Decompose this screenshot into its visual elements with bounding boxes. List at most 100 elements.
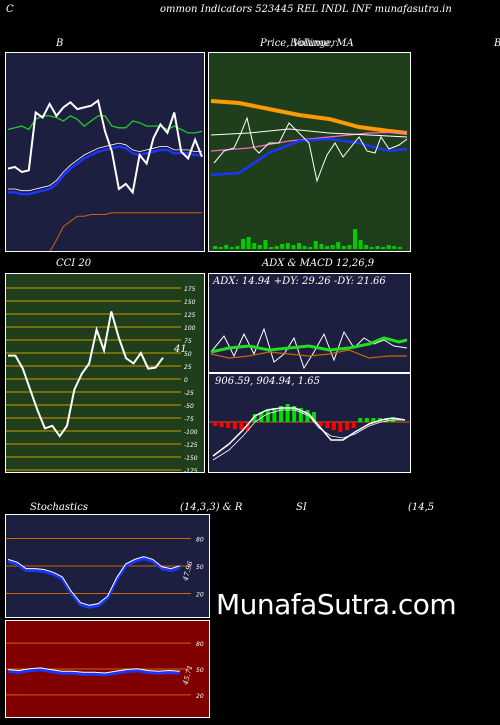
left-letter: C <box>6 4 14 15</box>
volume-bar <box>381 247 385 249</box>
rsi-panel: 80 50 20 45.71 <box>5 620 210 718</box>
macd-histogram-bar <box>239 422 244 430</box>
volume-bar <box>235 246 240 249</box>
watermark: MunafaSutra.com <box>216 588 457 621</box>
volume-bar <box>291 245 296 249</box>
macd-histogram-bar <box>285 404 290 422</box>
stoch-chart: 80 50 20 <box>6 536 204 609</box>
stoch-k-line <box>7 557 181 609</box>
cci-tick-label: 25 <box>184 364 192 371</box>
stoch-title: Stochastics <box>30 502 88 513</box>
cci-tick-label: -75 <box>184 416 194 423</box>
macd-signal-line <box>212 409 405 461</box>
volume-bar <box>280 244 285 249</box>
volume-bar <box>285 243 290 249</box>
macd-histogram-bar <box>384 418 389 422</box>
volume-bar <box>246 237 251 249</box>
volume-bar <box>252 243 257 249</box>
cci-tick-label: 50 <box>184 351 192 358</box>
volume-bar <box>341 246 346 249</box>
volume-bar <box>224 245 229 249</box>
macd-histogram-bar <box>338 422 343 432</box>
rsi-line <box>7 668 181 677</box>
macd-histogram-bar <box>312 412 316 422</box>
adx-panel: ADX: 14.94 +DY: 29.26 -DY: 21.66 <box>208 273 411 373</box>
ma-blue-line <box>210 137 408 177</box>
volume-bars <box>213 229 402 249</box>
volume-bar <box>375 246 380 249</box>
macd-histogram-bar <box>219 422 224 427</box>
macd-histogram-bar <box>246 422 250 431</box>
macd-histogram-bar <box>272 408 277 422</box>
macd-histogram-bar <box>226 422 231 428</box>
price-line <box>213 116 408 183</box>
bollinger-chart <box>7 98 203 251</box>
volume-bar <box>308 247 313 249</box>
rsi-chart: 80 50 20 <box>6 641 204 700</box>
cci-tick-label: -150 <box>184 455 198 462</box>
cci-line <box>8 311 164 438</box>
price-chart <box>210 99 408 249</box>
cci-tick-label: -100 <box>184 429 198 436</box>
volume-bar <box>229 247 234 249</box>
volume-bar <box>269 247 273 249</box>
adx-values: ADX: 14.94 +DY: 29.26 -DY: 21.66 <box>213 276 386 287</box>
cci-tick-label: 125 <box>184 312 196 319</box>
page-title: ommon Indicators 523445 REL INDL INF mun… <box>160 4 452 15</box>
cci-title: CCI 20 <box>56 258 92 269</box>
volume-bar <box>325 246 329 249</box>
macd-histogram-bar <box>279 406 283 422</box>
price-title: Price, Volume, MA <box>260 38 354 49</box>
volume-bar <box>336 242 341 249</box>
volume-bar <box>369 247 374 249</box>
bb-title: B <box>56 38 64 49</box>
macd-histogram-bar <box>358 418 363 422</box>
stoch-d-line <box>7 556 181 606</box>
macd-histogram-bar <box>364 418 369 422</box>
cci-panel: 175 150 125 100 75 50 25 0 -25 -50 -75 -100 -125 -150… <box>5 273 205 473</box>
volume-bar <box>353 229 357 249</box>
macd-histogram-bar <box>265 410 270 422</box>
cci-tick-label: 175 <box>184 286 196 293</box>
volume-bar <box>347 245 352 249</box>
cci-tick-label: 75 <box>184 338 192 345</box>
macd-histogram-bar <box>292 406 297 422</box>
macd-histogram-bar <box>298 408 303 422</box>
adx-minus-di-line <box>210 349 407 359</box>
adx-chart <box>210 327 408 370</box>
macd-panel: 906.59, 904.94, 1.65 <box>208 373 411 473</box>
right-edge-letter: B <box>494 38 500 49</box>
osc-tick-label: 80 <box>196 536 204 543</box>
osc-tick-label: 50 <box>196 667 204 674</box>
macd-histogram-bar <box>351 422 356 428</box>
volume-bar <box>313 241 318 249</box>
bb-lower-inner-line <box>8 142 202 192</box>
volume-bar <box>358 240 363 249</box>
macd-histogram-bar <box>325 422 330 428</box>
cci-tick-label: -125 <box>184 442 198 449</box>
rsi-params: (14,5 <box>408 502 435 513</box>
volume-bar <box>392 246 397 249</box>
macd-histogram-bar <box>318 422 323 426</box>
bb-price-line <box>7 98 203 195</box>
volume-bar <box>263 240 268 249</box>
rsi-signal-line <box>7 667 181 674</box>
rsi-gridlines: 80 50 20 <box>6 641 204 700</box>
osc-tick-label: 20 <box>196 693 204 700</box>
cci-tick-label: 100 <box>184 325 196 332</box>
bollinger-panel <box>5 52 205 252</box>
osc-tick-label: 80 <box>196 641 204 648</box>
volume-bar <box>257 245 262 249</box>
volume-bar <box>218 247 223 249</box>
ma-pink-line <box>210 131 408 152</box>
ma-white-line <box>210 128 408 138</box>
bb-middle-line <box>49 212 202 251</box>
cci-tick-label: 150 <box>184 299 196 306</box>
macd-histogram <box>213 404 396 432</box>
cci-tick-label: -175 <box>184 468 198 472</box>
stoch-panel: 80 50 20 47.96 <box>5 514 210 618</box>
volume-bar <box>397 247 402 249</box>
price-overlap-text: Bollinger <box>290 38 337 49</box>
adx-line <box>210 336 408 354</box>
